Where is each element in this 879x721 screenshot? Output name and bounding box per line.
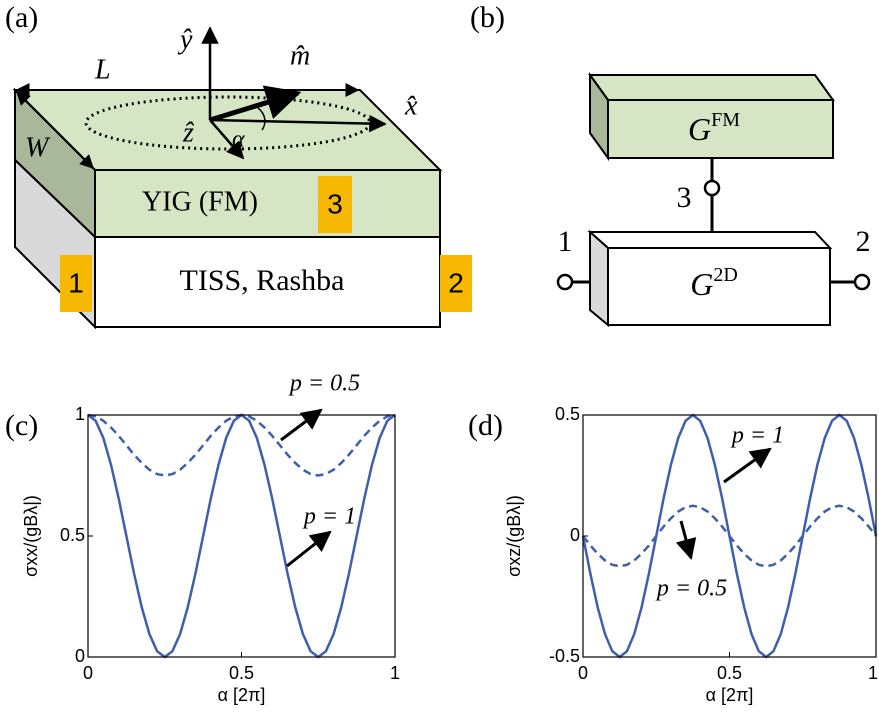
data-line bbox=[87, 413, 396, 659]
terminal-label: 2 bbox=[856, 225, 871, 258]
fm-block bbox=[607, 99, 834, 159]
tiss-layer bbox=[94, 236, 441, 328]
layer-label: TISS, Rashba bbox=[180, 264, 345, 297]
panel-label: (a) bbox=[5, 1, 38, 34]
side-face bbox=[589, 229, 609, 328]
m-arrow bbox=[209, 85, 302, 123]
chart: (d)-0.500.50 0.5 1α [2π]σxz/(gBλ|)p = 1p =… bbox=[468, 404, 878, 705]
terminal-node bbox=[556, 273, 574, 291]
x-tick-label: 1 bbox=[868, 663, 878, 683]
x-axis-label: α [2π] bbox=[706, 685, 754, 705]
panel-label: (b) bbox=[470, 1, 505, 34]
yig-layer bbox=[94, 169, 441, 238]
top-face bbox=[588, 74, 835, 101]
series-annotation: p = 0.5 bbox=[655, 576, 727, 602]
terminal-node bbox=[853, 273, 871, 291]
terminal-label: 1 bbox=[68, 267, 84, 298]
angle-label: α bbox=[232, 127, 245, 153]
length-label: L bbox=[94, 54, 111, 85]
plot-frame bbox=[87, 414, 396, 658]
terminal-label: 2 bbox=[448, 267, 464, 298]
layer-label: YIG (FM) bbox=[142, 186, 258, 217]
diagram-a: (a) ŷ m̂ x̂ ẑ L W α YIG (FM) TISS, Rashb… bbox=[5, 1, 472, 330]
y-axis-label: σxz/(gBλ|) bbox=[504, 495, 524, 577]
series-annotation: p = 1 bbox=[302, 504, 356, 530]
y-axis-label: σxx/(gBλ|) bbox=[21, 495, 41, 577]
block-label: G2D bbox=[690, 264, 738, 303]
x-tick-label: 0.5 bbox=[717, 663, 742, 683]
panel-label: (c) bbox=[5, 409, 38, 442]
series-annotation: p = 0.5 bbox=[288, 371, 360, 397]
axis-label: x̂ bbox=[404, 90, 418, 121]
annotation-arrow bbox=[675, 520, 697, 561]
terminal-box bbox=[440, 255, 472, 312]
y-tick-label: 0.5 bbox=[555, 404, 580, 424]
data-line bbox=[582, 504, 877, 568]
diagram-b: (b) GFM G2D 3 1 2 bbox=[470, 1, 871, 328]
axis-label: ŷ bbox=[177, 24, 193, 55]
x-arrow bbox=[209, 114, 387, 133]
y-tick-label: 0 bbox=[75, 646, 85, 666]
annotation-arrow bbox=[280, 408, 323, 442]
angle-arc bbox=[257, 107, 266, 131]
terminal-box bbox=[60, 255, 92, 312]
terminal-node bbox=[703, 179, 721, 197]
terminal-label: 1 bbox=[558, 225, 573, 258]
annotation-arrow bbox=[723, 447, 772, 484]
x-tick-label: 0.5 bbox=[229, 663, 254, 683]
panel-label: (d) bbox=[468, 409, 503, 442]
axis-label: m̂ bbox=[290, 40, 310, 71]
x-tick-label: 0 bbox=[578, 663, 588, 683]
x-tick-label: 0 bbox=[83, 663, 93, 683]
top-face bbox=[587, 231, 833, 249]
2d-block bbox=[607, 247, 831, 326]
axis-label: ẑ bbox=[182, 117, 195, 148]
data-line bbox=[87, 413, 396, 477]
y-tick-label: 0.5 bbox=[60, 525, 85, 545]
y-tick-label: 0 bbox=[570, 525, 580, 545]
y-tick-label: 1 bbox=[75, 404, 85, 424]
annotation-arrow bbox=[286, 530, 332, 568]
terminal-box bbox=[318, 176, 352, 233]
series-annotation: p = 1 bbox=[730, 423, 784, 449]
width-label: W bbox=[25, 132, 51, 163]
terminal-label: 3 bbox=[677, 181, 692, 214]
block-label: GFM bbox=[688, 109, 740, 148]
y-tick-label: -0.5 bbox=[549, 646, 580, 666]
z-arrow bbox=[209, 119, 245, 160]
x-tick-label: 1 bbox=[390, 663, 400, 683]
terminal-label: 3 bbox=[327, 188, 343, 219]
chart: (c) 0 0.5 1 0 0.5 1 α [2π] σxx/(gBλ|) p = 1 p = 0.… bbox=[5, 371, 400, 705]
width-arrow bbox=[16, 91, 94, 169]
x-axis-label: α [2π] bbox=[218, 685, 266, 705]
